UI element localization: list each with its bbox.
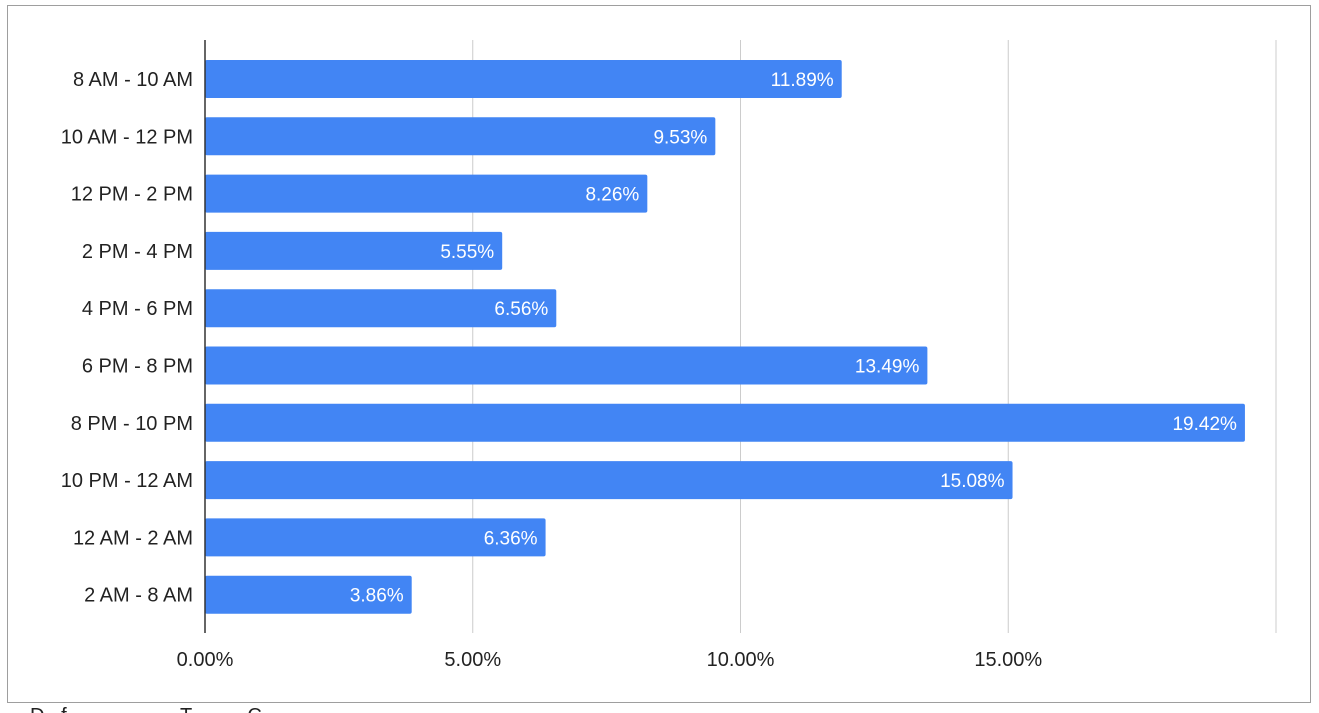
category-axis-labels: 8 AM - 10 AM 10 AM - 12 PM 12 PM - 2 PM 2 P… (61, 69, 193, 607)
bars (205, 60, 1245, 614)
category-label: 2 AM - 8 AM (84, 585, 193, 607)
bar-data-label: 19.42% (1172, 414, 1237, 435)
bar-data-label: 6.36% (484, 528, 538, 549)
category-label: 6 PM - 8 PM (82, 356, 193, 378)
category-label: 2 PM - 4 PM (82, 241, 193, 263)
bar (205, 403, 1245, 442)
category-label: 12 PM - 2 PM (71, 184, 193, 206)
bar-data-label: 13.49% (855, 357, 920, 378)
category-label: 8 PM - 10 PM (71, 413, 193, 435)
bar (205, 575, 412, 614)
bar (205, 60, 842, 98)
clipped-caption-fragment: D f T C (30, 705, 330, 713)
bar (205, 117, 716, 156)
bar (205, 289, 557, 328)
category-label: 10 PM - 12 AM (61, 470, 193, 492)
bar-data-label: 15.08% (940, 471, 1005, 492)
bar (205, 174, 648, 213)
value-axis-labels: 0.00% 5.00% 10.00% 15.00% (177, 649, 1043, 671)
bar-data-label: 8.26% (585, 185, 639, 206)
clipped-caption-glyphs: T C (180, 705, 262, 713)
category-label: 10 AM - 12 PM (61, 126, 193, 148)
bar-data-label: 5.55% (440, 242, 494, 263)
bar (205, 461, 1013, 500)
bar (205, 346, 928, 385)
bar-data-label: 6.56% (494, 299, 548, 320)
clipped-caption-glyphs: D f (30, 705, 67, 713)
category-label: 8 AM - 10 AM (73, 69, 193, 91)
category-label: 4 PM - 6 PM (82, 298, 193, 320)
bar-data-label: 9.53% (653, 127, 707, 148)
bar-data-label: 11.89% (771, 70, 834, 91)
x-tick-label: 5.00% (444, 649, 501, 671)
bar (205, 231, 503, 270)
x-tick-label: 0.00% (177, 649, 234, 671)
x-tick-label: 10.00% (707, 649, 775, 671)
data-labels: 11.89% 9.53% 8.26% 5.55% 6.56% 13.49% 19.42% 15… (350, 70, 1237, 607)
category-label: 12 AM - 2 AM (73, 527, 193, 549)
x-tick-label: 15.00% (974, 649, 1042, 671)
bar (205, 518, 546, 557)
bar-data-label: 3.86% (350, 586, 404, 607)
